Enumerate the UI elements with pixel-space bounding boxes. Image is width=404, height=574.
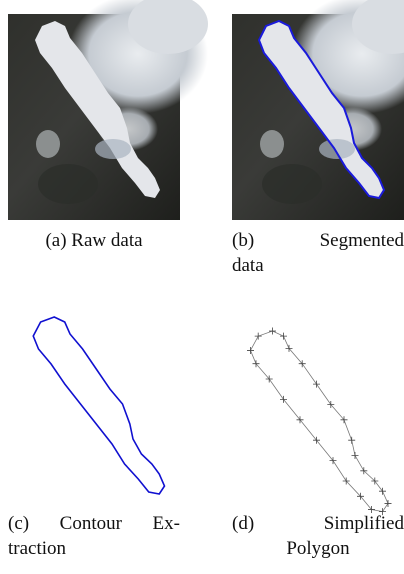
vertex-marker	[379, 488, 386, 495]
caption-line: Polygon	[232, 536, 404, 561]
simplified-polygon	[251, 331, 389, 512]
vertex-marker	[247, 347, 254, 354]
shadow	[319, 139, 355, 159]
caption-line: traction	[8, 536, 180, 561]
shadow	[95, 139, 131, 159]
vertex-marker	[269, 328, 276, 335]
caption-line: data	[232, 253, 404, 278]
caption-line: (d) Simplified	[232, 511, 404, 536]
page: (a) Raw data (b) Segmented data (c) Cont…	[0, 0, 404, 574]
caption-line: (b) Segmented	[232, 228, 404, 253]
vertex-marker	[348, 437, 355, 444]
figure	[0, 0, 404, 574]
vertex-marker	[313, 381, 320, 388]
vertex-marker	[280, 333, 287, 340]
caption-line: (c) Contour Ex-	[8, 511, 180, 536]
contour	[33, 317, 164, 494]
caption: (a) Raw data	[8, 228, 180, 253]
caption: (d) Simplified Polygon	[232, 511, 404, 561]
caption: (b) Segmented data	[232, 228, 404, 278]
vertex-marker	[255, 333, 262, 340]
vertex-marker	[385, 500, 392, 507]
satellite-image	[8, 0, 208, 220]
caption-line: (a) Raw data	[8, 228, 180, 253]
satellite-image	[232, 0, 404, 220]
caption: (c) Contour Ex- traction	[8, 511, 180, 561]
vertex-marker	[352, 452, 359, 459]
